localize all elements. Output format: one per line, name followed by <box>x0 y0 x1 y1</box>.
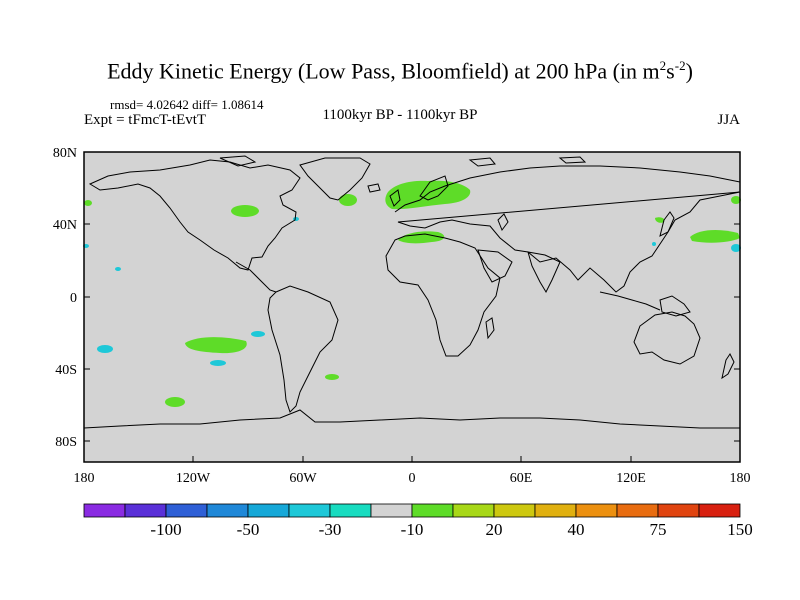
positive-patch-south-atlantic <box>325 374 339 380</box>
experiment-label: Expt = tFmcT-tEvtT <box>84 112 207 128</box>
colorbar-swatch-6 <box>329 503 372 518</box>
colorbar-swatch-4 <box>247 503 290 518</box>
colorbar-swatch-10 <box>493 503 536 518</box>
colorbar-label-0: -100 <box>150 520 182 539</box>
lat-label-80n: 80N <box>53 146 77 161</box>
lon-label-120e: 120E <box>616 471 646 486</box>
lat-label-80s: 80S <box>55 435 77 450</box>
positive-patch-south-pacific <box>185 337 247 354</box>
anomaly-patches <box>83 180 741 407</box>
plot-title: Eddy Kinetic Energy (Low Pass, Bloomfiel… <box>107 58 693 84</box>
negative-patch-south-pacific-2 <box>210 360 226 366</box>
positive-patch-mid-atlantic <box>339 194 357 206</box>
colorbar-swatch-11 <box>534 503 577 518</box>
negative-patch-small-1 <box>115 267 121 271</box>
colorbar-label-3: -10 <box>400 520 424 539</box>
positive-patch-north-atlantic-europe <box>385 180 471 210</box>
positive-patch-japan <box>655 217 665 223</box>
colorbar-swatch-1 <box>124 503 167 518</box>
latitude-labels: 80N 40N 0 40S 80S <box>53 146 77 450</box>
lat-label-eq: 0 <box>70 291 77 306</box>
colorbar-label-4: 20 <box>485 520 503 539</box>
colorbar-swatch-3 <box>206 503 249 518</box>
negative-patch-south-pacific-1 <box>97 345 113 353</box>
colorbar-label-5: 40 <box>567 520 585 539</box>
colorbar-swatch-2 <box>165 503 208 518</box>
lon-label-60e: 60E <box>510 471 533 486</box>
lon-label-60w: 60W <box>289 471 317 486</box>
stats-text: rmsd= 4.02642 diff= 1.08614 <box>110 97 264 112</box>
period-label: 1100kyr BP - 1100kyr BP <box>322 107 478 123</box>
colorbar-label-1: -50 <box>236 520 260 539</box>
positive-patch-east-edge <box>731 196 741 204</box>
colorbar-swatch-12 <box>575 503 618 518</box>
lat-label-40s: 40S <box>55 363 77 378</box>
colorbar-swatch-5 <box>288 503 331 518</box>
colorbar-label-2: -30 <box>318 520 342 539</box>
colorbar-swatch-8 <box>411 503 454 518</box>
colorbar-swatch-15 <box>698 503 741 518</box>
lat-label-40n: 40N <box>53 218 77 233</box>
lon-label-180w: 180 <box>74 471 95 486</box>
lon-label-0: 0 <box>409 471 416 486</box>
axis-ticks <box>83 151 741 462</box>
negative-patch-small-3 <box>652 242 656 246</box>
season-label: JJA <box>717 112 740 128</box>
colorbar-label-7: 150 <box>727 520 753 539</box>
colorbar-label-6: 75 <box>649 520 667 539</box>
colorbar-swatch-14 <box>657 503 700 518</box>
longitude-labels: 180 120W 60W 0 60E 120E 180 <box>74 471 751 486</box>
negative-patch-east-pacific <box>731 244 741 252</box>
colorbar-swatch-13 <box>616 503 659 518</box>
colorbar <box>83 503 741 518</box>
positive-patch-mediterranean <box>398 231 445 244</box>
colorbar-swatch-7 <box>370 503 413 518</box>
coastlines <box>83 155 741 429</box>
positive-patch-north-pacific <box>690 229 740 243</box>
positive-patch-southern-ocean <box>165 397 185 407</box>
colorbar-swatch-0 <box>83 503 126 518</box>
negative-patch-south-pacific-3 <box>251 331 265 337</box>
lon-label-120w: 120W <box>176 471 211 486</box>
positive-patch-north-america <box>231 205 259 217</box>
positive-patch-west-edge <box>84 200 92 206</box>
colorbar-swatch-9 <box>452 503 495 518</box>
lon-label-180e: 180 <box>730 471 751 486</box>
